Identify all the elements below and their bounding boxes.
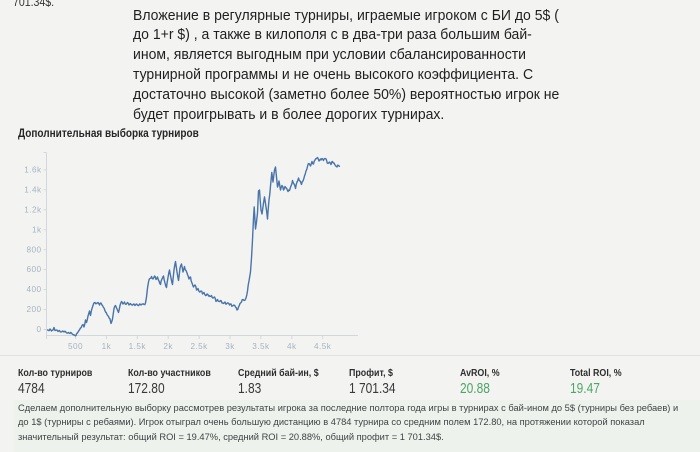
svg-text:500: 500	[68, 342, 83, 351]
svg-text:400: 400	[26, 285, 41, 294]
svg-text:4.5k: 4.5k	[314, 342, 332, 351]
svg-text:2.5k: 2.5k	[190, 342, 208, 351]
svg-text:1k: 1k	[32, 225, 42, 234]
svg-text:1.4k: 1.4k	[24, 185, 42, 194]
svg-text:200: 200	[26, 305, 41, 314]
svg-text:3k: 3k	[225, 342, 235, 351]
svg-text:2k: 2k	[163, 342, 173, 351]
svg-text:1k: 1k	[102, 342, 112, 351]
svg-text:1.5k: 1.5k	[129, 342, 147, 351]
svg-text:0: 0	[36, 325, 41, 334]
svg-text:800: 800	[26, 245, 41, 254]
svg-text:3.5k: 3.5k	[252, 342, 270, 351]
svg-text:1.6k: 1.6k	[24, 166, 42, 175]
svg-text:1.2k: 1.2k	[24, 205, 42, 214]
svg-text:4k: 4k	[287, 342, 297, 351]
svg-text:600: 600	[26, 265, 41, 274]
